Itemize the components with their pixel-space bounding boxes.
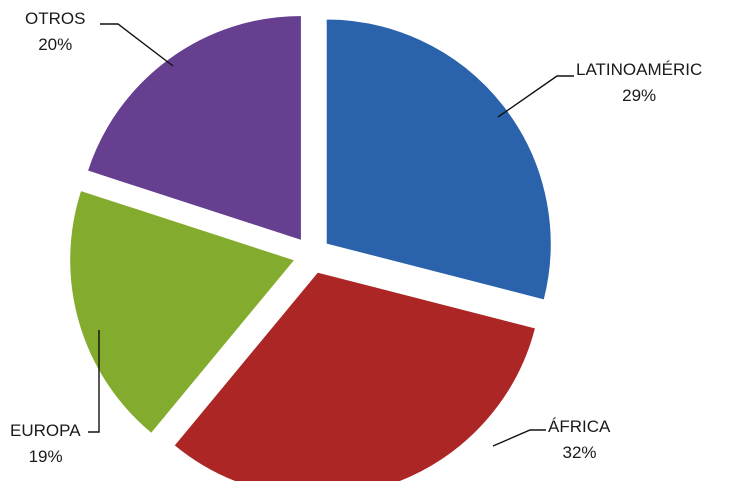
- slice-label-europa: EUROPA: [10, 421, 81, 440]
- slice-value-otros: 20%: [38, 35, 72, 54]
- pie-labels: LATINOAMÉRIC 29% ÁFRICA 32% EUROPA 19% OTROS 20…: [10, 9, 702, 466]
- leader-line-otros: [100, 23, 174, 67]
- slice-label-latinoamerica: LATINOAMÉRIC: [576, 60, 702, 79]
- leader-line-africa: [492, 429, 546, 447]
- slice-label-africa: ÁFRICA: [548, 417, 611, 436]
- slice-label-otros: OTROS: [25, 9, 85, 28]
- leader-line-latinoamerica: [497, 75, 574, 118]
- slice-value-africa: 32%: [562, 443, 596, 462]
- pie-slices: [69, 14, 552, 481]
- pie-slice-latinoamerica: [325, 18, 552, 301]
- pie-slice-otros: [86, 14, 302, 242]
- slice-value-europa: 19%: [29, 447, 63, 466]
- pie-slice-africa: [173, 271, 537, 481]
- pie-slice-europa: [69, 189, 296, 435]
- slice-value-latinoamerica: 29%: [622, 86, 656, 105]
- leader-line-europa: [88, 330, 100, 433]
